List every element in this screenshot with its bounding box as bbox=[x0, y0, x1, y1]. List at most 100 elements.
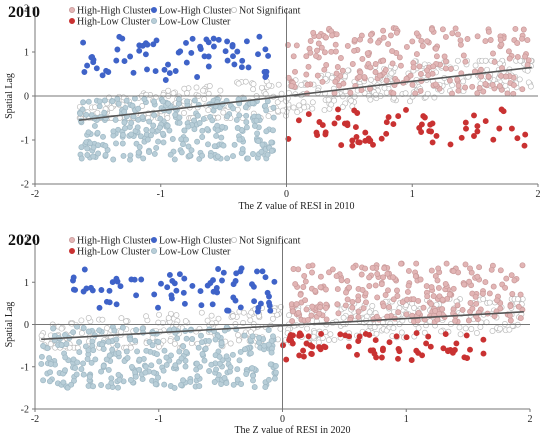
point-lh bbox=[173, 287, 180, 294]
point-ll bbox=[253, 117, 260, 124]
point-ll bbox=[115, 100, 122, 107]
point-ns bbox=[164, 115, 171, 121]
point-hh bbox=[428, 26, 435, 33]
point-hh bbox=[301, 272, 308, 279]
point-lh bbox=[181, 275, 188, 282]
point-ll bbox=[114, 95, 121, 102]
point-ll bbox=[112, 116, 119, 123]
point-hh bbox=[412, 273, 419, 280]
point-ll bbox=[96, 327, 103, 334]
point-lh bbox=[162, 77, 169, 83]
point-ll bbox=[148, 362, 155, 369]
point-hh bbox=[290, 266, 297, 272]
point-lh bbox=[263, 72, 270, 79]
point-hh bbox=[380, 27, 387, 34]
point-lh bbox=[144, 66, 150, 73]
point-hl bbox=[498, 106, 505, 113]
point-hh bbox=[417, 71, 424, 77]
x-tick-label: 2 bbox=[528, 414, 533, 425]
point-hh bbox=[461, 281, 468, 288]
point-lh bbox=[166, 271, 173, 278]
point-hl bbox=[322, 131, 329, 138]
point-hh bbox=[482, 81, 489, 87]
point-hh bbox=[332, 78, 339, 85]
point-hl bbox=[354, 110, 361, 116]
point-ns bbox=[201, 96, 208, 103]
point-lh bbox=[197, 288, 204, 295]
point-hl bbox=[390, 121, 397, 128]
legend-label-ns: Not Significant bbox=[239, 6, 301, 17]
point-lh bbox=[99, 72, 106, 79]
point-hh bbox=[423, 283, 430, 290]
point-hl bbox=[453, 340, 460, 347]
point-hl bbox=[440, 345, 447, 352]
point-hh bbox=[464, 36, 471, 42]
point-ns bbox=[200, 87, 206, 94]
point-lh bbox=[245, 64, 252, 71]
point-hh bbox=[462, 261, 469, 268]
point-hh bbox=[351, 36, 358, 43]
point-ll bbox=[124, 354, 131, 361]
point-ns bbox=[509, 322, 516, 329]
point-ll bbox=[160, 367, 167, 374]
point-ll bbox=[123, 97, 130, 104]
point-hl bbox=[337, 331, 344, 338]
point-hh bbox=[366, 274, 373, 281]
point-hh bbox=[434, 316, 441, 323]
point-hh bbox=[380, 34, 387, 41]
point-ll bbox=[144, 136, 151, 143]
point-ns bbox=[480, 296, 487, 303]
point-ns bbox=[309, 99, 316, 106]
point-ll bbox=[73, 371, 80, 378]
point-ll bbox=[106, 352, 113, 359]
point-ns bbox=[415, 325, 422, 331]
point-ll bbox=[256, 334, 263, 341]
point-ns bbox=[118, 315, 125, 322]
point-ll bbox=[200, 115, 207, 122]
point-lh bbox=[142, 51, 149, 58]
point-ns bbox=[486, 299, 493, 306]
point-hl bbox=[305, 333, 312, 340]
point-ns bbox=[366, 309, 373, 316]
point-ll bbox=[95, 150, 102, 157]
point-hh bbox=[309, 303, 316, 310]
point-hh bbox=[390, 296, 397, 303]
point-ll bbox=[100, 363, 107, 369]
point-hl bbox=[331, 120, 338, 127]
point-hh bbox=[482, 279, 489, 286]
point-hh bbox=[397, 62, 404, 69]
point-ll bbox=[135, 116, 142, 123]
y-tick-label: 0 bbox=[24, 92, 29, 103]
point-ll bbox=[206, 337, 212, 344]
point-lh bbox=[222, 48, 229, 55]
point-hl bbox=[338, 142, 345, 149]
point-hh bbox=[457, 37, 464, 44]
point-ll bbox=[214, 153, 221, 160]
point-hh bbox=[394, 287, 400, 294]
point-ll bbox=[127, 152, 134, 159]
point-hh bbox=[447, 65, 454, 72]
point-ll bbox=[96, 103, 103, 110]
point-hl bbox=[370, 141, 376, 148]
point-ll bbox=[213, 366, 220, 373]
point-ns bbox=[181, 85, 188, 92]
point-hh bbox=[395, 309, 402, 316]
point-ns bbox=[310, 333, 317, 340]
point-hl bbox=[425, 333, 432, 340]
point-hh bbox=[323, 62, 330, 68]
point-hh bbox=[356, 74, 363, 80]
point-ll bbox=[258, 148, 265, 155]
point-ns bbox=[407, 98, 413, 105]
y-tick-label: -2 bbox=[21, 405, 29, 416]
point-ll bbox=[272, 369, 279, 376]
point-ns bbox=[78, 317, 85, 324]
point-hl bbox=[447, 141, 454, 148]
point-ns bbox=[457, 331, 464, 338]
point-ll bbox=[113, 336, 120, 343]
point-ll bbox=[164, 122, 171, 129]
point-ns bbox=[220, 109, 227, 116]
point-hh bbox=[293, 42, 300, 49]
point-hh bbox=[417, 276, 424, 283]
point-ns bbox=[325, 96, 332, 103]
point-hl bbox=[395, 113, 402, 120]
